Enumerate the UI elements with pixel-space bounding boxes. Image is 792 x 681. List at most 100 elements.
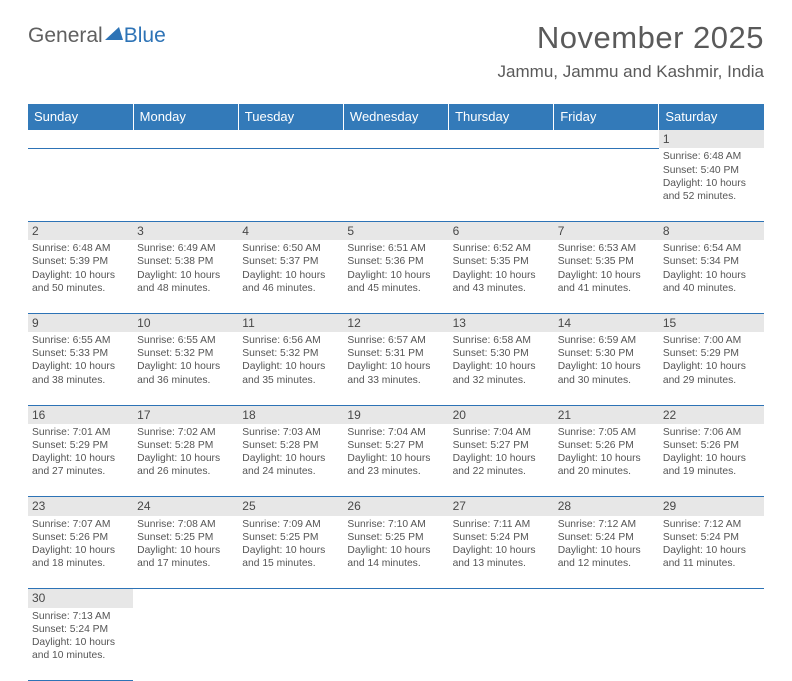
sunset-text: Sunset: 5:25 PM [347,531,445,544]
empty-cell [449,608,554,681]
sunset-text: Sunset: 5:24 PM [453,531,551,544]
sunrise-text: Sunrise: 7:07 AM [32,518,130,531]
day-number: 17 [133,405,238,424]
daylight-text: Daylight: 10 hours and 12 minutes. [558,544,656,570]
logo-text-2: Blue [124,24,166,48]
sunrise-text: Sunrise: 7:00 AM [663,334,761,347]
sunrise-text: Sunrise: 7:02 AM [137,426,235,439]
day-cell: Sunrise: 6:55 AMSunset: 5:32 PMDaylight:… [133,332,238,405]
day-number: 16 [28,405,133,424]
empty-cell [238,608,343,681]
daylight-text: Daylight: 10 hours and 41 minutes. [558,269,656,295]
daylight-text: Daylight: 10 hours and 43 minutes. [453,269,551,295]
empty-cell [343,130,448,148]
day-number: 29 [659,497,764,516]
daylight-text: Daylight: 10 hours and 10 minutes. [32,636,130,662]
sunset-text: Sunset: 5:34 PM [663,255,761,268]
daylight-text: Daylight: 10 hours and 27 minutes. [32,452,130,478]
day-number: 3 [133,221,238,240]
day-number: 25 [238,497,343,516]
sunrise-text: Sunrise: 6:50 AM [242,242,340,255]
daylight-text: Daylight: 10 hours and 26 minutes. [137,452,235,478]
day-cell: Sunrise: 6:55 AMSunset: 5:33 PMDaylight:… [28,332,133,405]
daynum-row: 2345678 [28,221,764,240]
empty-cell [449,130,554,148]
daynum-row: 1 [28,130,764,148]
daylight-text: Daylight: 10 hours and 35 minutes. [242,360,340,386]
sunrise-text: Sunrise: 6:56 AM [242,334,340,347]
logo-text-1: General [28,24,103,48]
day-cell: Sunrise: 7:01 AMSunset: 5:29 PMDaylight:… [28,424,133,497]
daylight-text: Daylight: 10 hours and 22 minutes. [453,452,551,478]
day-cell: Sunrise: 7:12 AMSunset: 5:24 PMDaylight:… [554,516,659,589]
sunrise-text: Sunrise: 7:12 AM [663,518,761,531]
empty-cell [28,130,133,148]
content-row: Sunrise: 6:48 AMSunset: 5:39 PMDaylight:… [28,240,764,313]
daylight-text: Daylight: 10 hours and 40 minutes. [663,269,761,295]
col-monday: Monday [133,104,238,130]
daylight-text: Daylight: 10 hours and 13 minutes. [453,544,551,570]
day-number: 19 [343,405,448,424]
day-number: 28 [554,497,659,516]
day-number: 9 [28,313,133,332]
day-number: 27 [449,497,554,516]
day-cell: Sunrise: 6:56 AMSunset: 5:32 PMDaylight:… [238,332,343,405]
sunrise-text: Sunrise: 6:55 AM [32,334,130,347]
content-row: Sunrise: 7:13 AMSunset: 5:24 PMDaylight:… [28,608,764,681]
day-cell: Sunrise: 7:05 AMSunset: 5:26 PMDaylight:… [554,424,659,497]
col-thursday: Thursday [449,104,554,130]
sunset-text: Sunset: 5:38 PM [137,255,235,268]
daylight-text: Daylight: 10 hours and 29 minutes. [663,360,761,386]
empty-cell [659,608,764,681]
content-row: Sunrise: 6:48 AMSunset: 5:40 PMDaylight:… [28,148,764,221]
empty-cell [343,608,448,681]
sunrise-text: Sunrise: 7:04 AM [453,426,551,439]
empty-cell [343,148,448,221]
empty-cell [133,608,238,681]
empty-cell [133,589,238,608]
day-cell: Sunrise: 7:12 AMSunset: 5:24 PMDaylight:… [659,516,764,589]
day-cell: Sunrise: 6:48 AMSunset: 5:39 PMDaylight:… [28,240,133,313]
day-cell: Sunrise: 6:49 AMSunset: 5:38 PMDaylight:… [133,240,238,313]
day-number: 15 [659,313,764,332]
day-number: 7 [554,221,659,240]
sunrise-text: Sunrise: 6:58 AM [453,334,551,347]
daylight-text: Daylight: 10 hours and 15 minutes. [242,544,340,570]
sunset-text: Sunset: 5:29 PM [663,347,761,360]
sunrise-text: Sunrise: 6:57 AM [347,334,445,347]
day-cell: Sunrise: 7:07 AMSunset: 5:26 PMDaylight:… [28,516,133,589]
sunrise-text: Sunrise: 7:08 AM [137,518,235,531]
daylight-text: Daylight: 10 hours and 23 minutes. [347,452,445,478]
daylight-text: Daylight: 10 hours and 20 minutes. [558,452,656,478]
daylight-text: Daylight: 10 hours and 48 minutes. [137,269,235,295]
day-number: 21 [554,405,659,424]
sunset-text: Sunset: 5:25 PM [137,531,235,544]
sunset-text: Sunset: 5:27 PM [453,439,551,452]
sunrise-text: Sunrise: 6:48 AM [663,150,761,163]
sunset-text: Sunset: 5:40 PM [663,164,761,177]
sunrise-text: Sunrise: 7:12 AM [558,518,656,531]
sunrise-text: Sunrise: 6:53 AM [558,242,656,255]
daylight-text: Daylight: 10 hours and 45 minutes. [347,269,445,295]
page-subtitle: Jammu, Jammu and Kashmir, India [498,62,764,82]
empty-cell [554,589,659,608]
sunrise-text: Sunrise: 6:49 AM [137,242,235,255]
sunrise-text: Sunrise: 7:04 AM [347,426,445,439]
day-cell: Sunrise: 7:09 AMSunset: 5:25 PMDaylight:… [238,516,343,589]
sunset-text: Sunset: 5:28 PM [242,439,340,452]
sunrise-text: Sunrise: 7:10 AM [347,518,445,531]
daynum-row: 30 [28,589,764,608]
day-cell: Sunrise: 7:13 AMSunset: 5:24 PMDaylight:… [28,608,133,681]
sunset-text: Sunset: 5:35 PM [453,255,551,268]
sunset-text: Sunset: 5:32 PM [137,347,235,360]
sunset-text: Sunset: 5:28 PM [137,439,235,452]
sunset-text: Sunset: 5:39 PM [32,255,130,268]
sunset-text: Sunset: 5:35 PM [558,255,656,268]
day-header-row: Sunday Monday Tuesday Wednesday Thursday… [28,104,764,130]
sunset-text: Sunset: 5:29 PM [32,439,130,452]
sunrise-text: Sunrise: 7:03 AM [242,426,340,439]
day-number: 24 [133,497,238,516]
empty-cell [28,148,133,221]
daylight-text: Daylight: 10 hours and 50 minutes. [32,269,130,295]
day-number: 5 [343,221,448,240]
